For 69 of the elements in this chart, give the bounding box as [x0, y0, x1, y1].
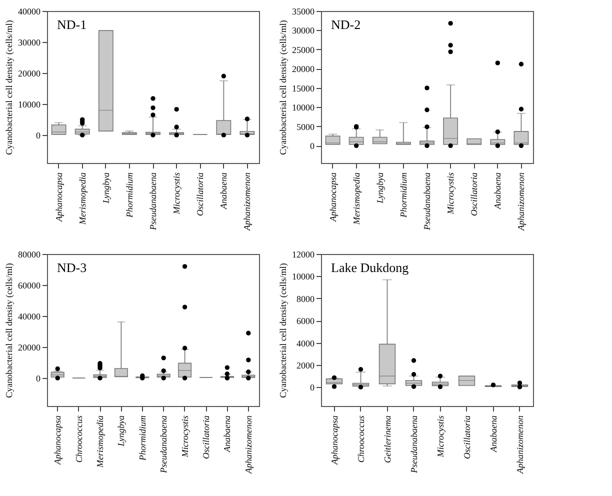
x-tick-label: Merismopedia — [95, 415, 105, 468]
x-tick-label: Aphanocapsa — [54, 172, 64, 222]
x-tick-label: Merismopedia — [351, 172, 362, 226]
x-tick-label: Pseudanabaena — [408, 415, 419, 474]
x-tick-label: Aphanizomenon — [243, 415, 254, 474]
x-tick-label: Anabaena — [492, 172, 503, 210]
x-tick-label: Chroococcus — [74, 415, 84, 463]
x-tick-label: Geitlerinema — [382, 415, 392, 463]
y-tick-label: 40000 — [18, 312, 41, 322]
x-tick-label: Oscillatoria — [462, 415, 472, 460]
x-tick-label: Microcystis — [435, 415, 446, 458]
x-tick-label: Phormidium — [137, 415, 148, 462]
text: ND-2 — [331, 17, 361, 32]
y-tick-label: 4000 — [296, 338, 315, 348]
y-tick-label: 8000 — [296, 294, 315, 304]
x-tick-label: Microcystis — [172, 172, 182, 216]
x-tick-label: Aphanizomenon — [516, 172, 526, 232]
y-axis-title: Cyanobacterial cell density (cells/ml) — [4, 263, 14, 398]
y-tick-label: 0 — [310, 141, 315, 152]
y-tick-label: 0 — [36, 374, 41, 384]
x-tick-label: Pseudanabaena — [148, 172, 158, 231]
y-tick-label: 80000 — [18, 250, 41, 260]
x-tick-label: Pseudanabaena — [158, 415, 169, 474]
x-tick-label: Aphanocapsa — [329, 415, 340, 466]
text: Lake Dukdong — [331, 260, 410, 275]
y-tick-label: 15000 — [292, 83, 315, 94]
y-axis-title: Cyanobacterial cell density (cells/ml) — [278, 263, 288, 398]
x-tick-label: Anabaena — [218, 172, 229, 210]
y-tick-label: 40000 — [18, 6, 41, 16]
x-tick-label: Microcystis — [446, 172, 456, 216]
x-tick-label: Pseudanabaena — [422, 172, 432, 231]
x-tick-label: Anabaena — [488, 415, 498, 453]
y-tick-label: 0 — [310, 382, 315, 393]
y-tick-label: 25000 — [292, 44, 315, 55]
y-tick-label: 35000 — [292, 6, 315, 16]
y-tick-label: 0 — [36, 130, 41, 141]
x-tick-label: Phormidium — [398, 172, 408, 218]
x-tick-label: Merismopedia — [77, 172, 88, 226]
x-tick-label: Microcystis — [180, 415, 190, 458]
y-tick-label: 20000 — [18, 342, 41, 353]
x-tick-label: Chroococcus — [356, 415, 366, 463]
x-tick-label: Oscillatoria — [469, 172, 480, 216]
y-tick-label: 2000 — [296, 360, 315, 370]
x-tick-label: Lyngbya — [100, 172, 111, 204]
y-tick-label: 6000 — [296, 316, 315, 326]
x-tick-label: Aphanizomenon — [242, 172, 252, 232]
x-tick-label: Phormidium — [124, 172, 134, 218]
y-axis-title: Cyanobacterial cell density (cells/ml) — [4, 20, 14, 155]
y-tick-label: 20000 — [18, 68, 41, 79]
y-tick-label: 10000 — [292, 102, 315, 113]
y-tick-label: 5000 — [296, 122, 315, 132]
chart-title: ND-3 — [57, 260, 87, 275]
x-tick-label: Lyngbya — [374, 172, 385, 204]
y-tick-label: 12000 — [292, 250, 315, 260]
x-tick-label: Aphanocapsa — [328, 172, 338, 222]
y-tick-label: 10000 — [18, 100, 41, 110]
chart-title: ND-1 — [57, 17, 87, 32]
x-tick-label: Aphanocapsa — [52, 415, 63, 466]
x-tick-label: Anabaena — [222, 415, 232, 453]
y-tick-label: 20000 — [292, 64, 315, 74]
x-tick-label: Oscillatoria — [201, 415, 211, 460]
y-tick-label: 30000 — [18, 38, 41, 48]
y-tick-label: 60000 — [18, 280, 41, 291]
y-tick-label: 30000 — [292, 26, 315, 36]
x-tick-label: Oscillatoria — [195, 172, 206, 216]
y-tick-label: 10000 — [292, 272, 315, 282]
x-tick-label: Aphanizomenon — [514, 415, 525, 474]
x-tick-label: Lyngbya — [116, 415, 126, 448]
y-axis-title: Cyanobacterial cell density (cells/ml) — [278, 20, 288, 155]
